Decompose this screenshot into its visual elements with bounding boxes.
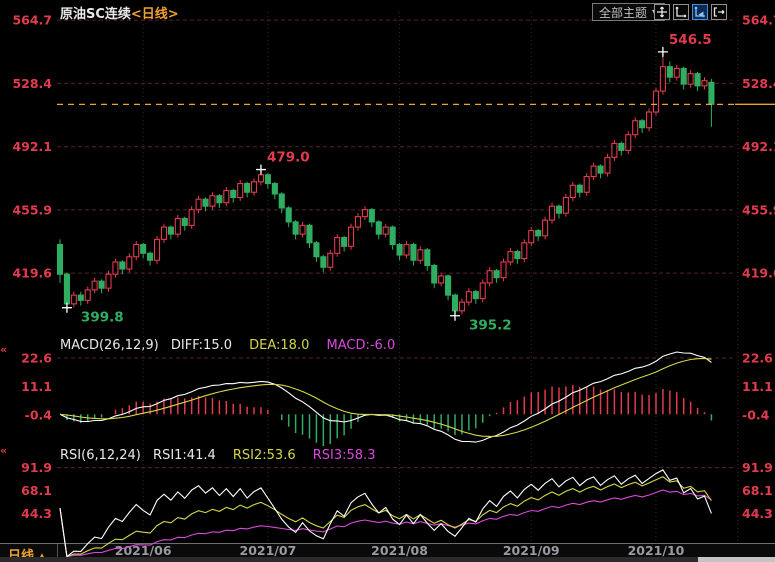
price-tick-right: 455.9 bbox=[742, 202, 775, 217]
time-axis-bar bbox=[0, 543, 775, 557]
price-annotations: 399.8 479.0 395.2 546.5 bbox=[61, 32, 712, 334]
macd-tick-left: 22.6 bbox=[21, 351, 52, 366]
price-tick-left: 564.7 bbox=[12, 13, 52, 28]
price-tick-right: 492.1 bbox=[742, 139, 775, 154]
macd-diff-value: DIFF:15.0 bbox=[170, 338, 232, 353]
cross-marker bbox=[657, 46, 668, 57]
cross-marker bbox=[450, 310, 461, 321]
macd-title: MACD(26,12,9) bbox=[60, 338, 159, 353]
extreme-price-label: 479.0 bbox=[267, 150, 310, 166]
macd-macd-value: MACD:-6.0 bbox=[326, 338, 396, 353]
price-gridlines: 564.7 564.7 528.4 528.4 492.1 492.1 455.9 455.9… bbox=[12, 13, 775, 281]
macd-diff-line bbox=[59, 351, 712, 443]
macd-panel-header: MACD(26,12,9) DIFF:15.0 DEA:18.0 MACD:-6… bbox=[60, 338, 408, 353]
rsi-tick-left: 68.1 bbox=[21, 483, 52, 498]
extreme-price-label: 395.2 bbox=[469, 318, 512, 334]
macd-dea-value: DEA:18.0 bbox=[249, 338, 310, 353]
axis-scale-icon[interactable] bbox=[673, 4, 689, 20]
rsi1-value: RSI1:41.4 bbox=[153, 448, 216, 463]
period-tag: <日线> bbox=[130, 7, 179, 22]
price-tick-left: 492.1 bbox=[12, 139, 52, 154]
chart-toolbar bbox=[654, 4, 727, 20]
rsi3-value: RSI3:58.3 bbox=[312, 448, 376, 463]
macd-panel-resize-handle[interactable]: « bbox=[0, 343, 8, 356]
rsi-tick-right: 68.1 bbox=[742, 483, 773, 498]
cross-marker bbox=[61, 302, 72, 313]
price-tick-right: 528.4 bbox=[742, 76, 775, 91]
rsi2-value: RSI2:53.6 bbox=[232, 448, 296, 463]
price-tick-right: 564.7 bbox=[742, 13, 775, 28]
macd-tick-left: 11.1 bbox=[21, 379, 52, 394]
month-gridlines bbox=[142, 12, 657, 543]
rsi-tick-left: 44.3 bbox=[21, 506, 52, 521]
rsi-title: RSI(6,12,24) bbox=[60, 448, 141, 463]
rsi-tick-left: 91.9 bbox=[21, 460, 52, 475]
extreme-price-label: 399.8 bbox=[81, 310, 124, 326]
auto-fit-icon[interactable] bbox=[692, 4, 708, 20]
exit-right-icon[interactable] bbox=[711, 4, 727, 20]
macd-tick-left: -0.4 bbox=[25, 408, 53, 423]
rsi-panel-header: RSI(6,12,24) RSI1:41.4 RSI2:53.6 RSI3:58… bbox=[60, 448, 388, 463]
candlestick-series bbox=[56, 51, 715, 316]
cross-marker bbox=[255, 164, 266, 175]
macd-tick-right: 11.1 bbox=[742, 379, 773, 394]
macd-tick-right: 22.6 bbox=[742, 351, 773, 366]
price-tick-left: 528.4 bbox=[12, 76, 52, 91]
axis-bar-divider bbox=[57, 544, 58, 557]
horizontal-scrollbar-thumb[interactable] bbox=[698, 557, 775, 562]
pan-icon[interactable] bbox=[654, 4, 670, 20]
price-tick-left: 419.6 bbox=[12, 266, 52, 281]
macd-panel: 22.6 22.6 11.1 11.1 -0.4 -0.4 bbox=[21, 351, 773, 446]
extreme-price-label: 546.5 bbox=[669, 32, 712, 48]
themes-dropdown-label: 全部主题 bbox=[599, 5, 648, 20]
horizontal-scrollbar-track[interactable] bbox=[0, 557, 775, 562]
rsi-tick-right: 44.3 bbox=[742, 506, 773, 521]
price-tick-left: 455.9 bbox=[12, 202, 52, 217]
rsi-panel-resize-handle[interactable]: « bbox=[0, 444, 8, 457]
price-tick-right: 419.6 bbox=[742, 266, 775, 281]
rsi-tick-right: 91.9 bbox=[742, 460, 773, 475]
macd-tick-right: -0.4 bbox=[742, 408, 770, 423]
symbol-name: 原油SC连续 bbox=[60, 7, 131, 22]
instrument-title: 原油SC连续<日线> bbox=[60, 3, 179, 22]
macd-dea-line bbox=[59, 357, 712, 437]
